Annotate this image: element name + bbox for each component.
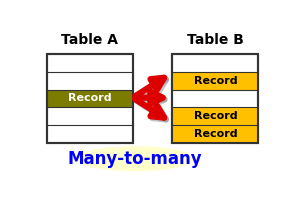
Text: Record: Record bbox=[194, 129, 237, 139]
Bar bbox=[172, 107, 258, 125]
Text: Table A: Table A bbox=[61, 33, 118, 47]
Text: Record: Record bbox=[68, 93, 112, 104]
Bar bbox=[172, 125, 258, 143]
Text: Table B: Table B bbox=[187, 33, 244, 47]
Text: Record: Record bbox=[194, 111, 237, 121]
Ellipse shape bbox=[77, 147, 193, 170]
Bar bbox=[172, 54, 258, 143]
Text: Record: Record bbox=[194, 76, 237, 86]
Bar bbox=[47, 90, 133, 107]
Bar bbox=[172, 72, 258, 90]
Bar bbox=[47, 54, 133, 143]
Bar bbox=[47, 54, 133, 143]
Bar bbox=[172, 54, 258, 143]
Text: Many-to-many: Many-to-many bbox=[68, 150, 202, 168]
